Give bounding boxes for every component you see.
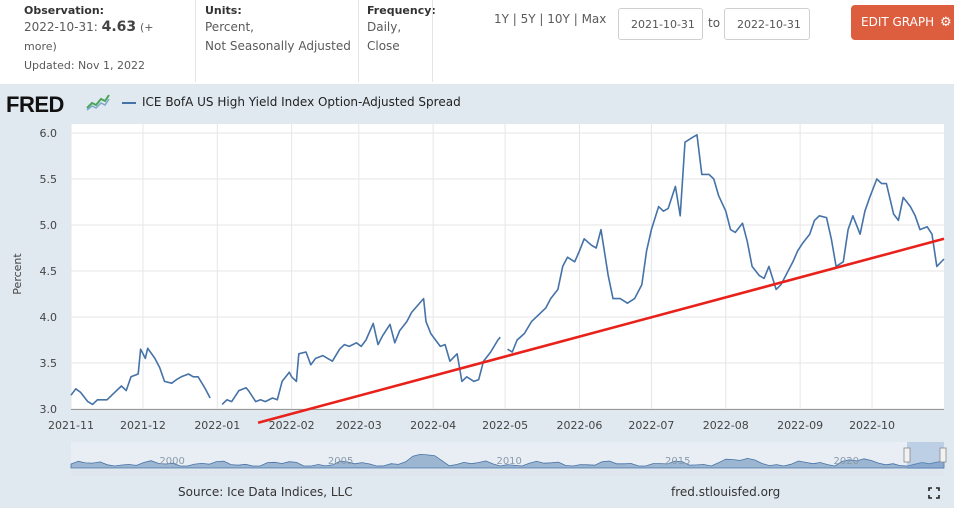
divider xyxy=(195,0,196,82)
navigator-labels: 2000 2005 2010 2015 2020 xyxy=(159,456,859,467)
observation-value: 4.63 xyxy=(101,19,137,35)
fred-logo-chart-icon xyxy=(86,93,110,111)
units-label: Units: xyxy=(205,4,242,17)
legend-series-name: ICE BofA US High Yield Index Option-Adju… xyxy=(142,95,461,109)
observation-date: 2022-10-31: xyxy=(24,20,98,34)
navigator-year-label: 2005 xyxy=(328,456,353,467)
y-tick-label: 4.0 xyxy=(40,311,58,324)
date-from-input[interactable]: 2021-10-31 xyxy=(618,8,703,40)
x-tick-label: 2021-12 xyxy=(120,419,166,432)
frequency-panel: Frequency: Daily, Close xyxy=(367,4,437,56)
navigator-year-label: 2015 xyxy=(665,456,690,467)
y-tick-label: 6.0 xyxy=(40,127,58,140)
date-to-input[interactable]: 2022-10-31 xyxy=(724,8,810,40)
units-line1: Percent, xyxy=(205,20,254,34)
x-tick-label: 2022-03 xyxy=(336,419,382,432)
fred-link[interactable]: fred.stlouisfed.org xyxy=(671,485,781,499)
y-tick-label: 3.0 xyxy=(40,403,58,416)
y-tick-label: 3.5 xyxy=(40,357,58,370)
trendline xyxy=(257,237,945,425)
navigator-scrollbar[interactable] xyxy=(71,470,944,476)
fred-logo: FRED xyxy=(6,92,64,117)
navigator-year-label: 2000 xyxy=(159,456,184,467)
edit-graph-label: EDIT GRAPH xyxy=(861,15,935,29)
x-tick-label: 2022-06 xyxy=(556,419,602,432)
observation-panel: Observation: 2022-10-31: 4.63 (+ more) U… xyxy=(24,4,184,75)
y-tick-label: 4.5 xyxy=(40,265,58,278)
observation-more-link[interactable]: (+ more) xyxy=(24,21,154,53)
gear-icon: ⚙ xyxy=(939,15,952,30)
chart-area: FRED ICE BofA US High Yield Index Option… xyxy=(0,84,954,508)
edit-graph-button[interactable]: EDIT GRAPH ⚙ xyxy=(851,5,954,40)
y-tick-label: 5.5 xyxy=(40,173,58,186)
units-panel: Units: Percent, Not Seasonally Adjusted xyxy=(205,4,355,56)
frequency-line2: Close xyxy=(367,39,400,53)
chart-legend: ICE BofA US High Yield Index Option-Adju… xyxy=(122,95,461,109)
y-axis: 3.0 3.5 4.0 4.5 5.0 5.5 6.0 xyxy=(40,127,58,416)
x-tick-label: 2022-07 xyxy=(628,419,674,432)
x-tick-label: 2022-09 xyxy=(777,419,823,432)
x-tick-label: 2022-01 xyxy=(194,419,240,432)
x-tick-label: 2022-04 xyxy=(410,419,456,432)
series-layer xyxy=(70,133,945,406)
date-to-label: to xyxy=(708,16,721,30)
plot-background xyxy=(71,124,944,410)
range-10y[interactable]: 10Y xyxy=(547,12,570,26)
units-line2: Not Seasonally Adjusted xyxy=(205,39,351,53)
series-line xyxy=(221,297,501,405)
divider xyxy=(358,0,359,82)
range-1y[interactable]: 1Y xyxy=(494,12,509,26)
range-navigator[interactable]: 2000 2005 2010 2015 2020 xyxy=(70,442,947,476)
updated-date: Updated: Nov 1, 2022 xyxy=(24,59,145,72)
x-tick-label: 2022-02 xyxy=(269,419,315,432)
navigator-left-handle[interactable] xyxy=(903,447,911,463)
series-line xyxy=(507,133,945,353)
navigator-history-area xyxy=(70,453,945,469)
navigator-year-label: 2020 xyxy=(834,456,859,467)
navigator-right-handle[interactable] xyxy=(939,447,947,463)
navigator-selected-window[interactable] xyxy=(907,442,944,469)
y-tick-label: 5.0 xyxy=(40,219,58,232)
series-line xyxy=(70,347,211,406)
fullscreen-icon[interactable] xyxy=(928,487,940,499)
y-axis-label: Percent xyxy=(11,253,24,295)
divider xyxy=(432,0,433,82)
chart-svg: 3.0 3.5 4.0 4.5 5.0 5.5 6.0 2021-11 2021-12 2022… xyxy=(11,124,947,476)
observation-label: Observation: xyxy=(24,4,105,17)
x-tick-label: 2022-10 xyxy=(849,419,895,432)
range-5y[interactable]: 5Y xyxy=(520,12,536,26)
range-max[interactable]: Max xyxy=(581,12,607,26)
x-tick-label: 2021-11 xyxy=(48,419,94,432)
range-selector: 1Y | 5Y | 10Y | Max xyxy=(494,12,607,26)
x-axis: 2021-11 2021-12 2022-01 2022-02 2022-03 2022-… xyxy=(48,409,944,432)
navigator-year-label: 2010 xyxy=(496,456,521,467)
frequency-label: Frequency: xyxy=(367,4,436,17)
legend-swatch xyxy=(122,101,136,104)
frequency-line1: Daily, xyxy=(367,20,402,34)
x-tick-label: 2022-08 xyxy=(703,419,749,432)
x-tick-label: 2022-05 xyxy=(482,419,528,432)
source-text: Source: Ice Data Indices, LLC xyxy=(178,485,353,499)
header-bar: Observation: 2022-10-31: 4.63 (+ more) U… xyxy=(0,0,954,84)
annotation-layer xyxy=(257,237,945,425)
